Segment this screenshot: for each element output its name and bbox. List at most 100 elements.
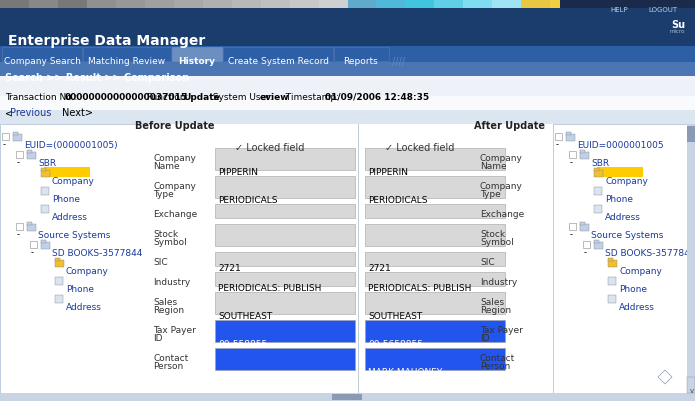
Text: EUID=0000001005: EUID=0000001005 — [577, 141, 664, 150]
Bar — [83, 47, 171, 61]
Bar — [566, 132, 571, 135]
Bar — [41, 168, 46, 171]
Bar — [215, 252, 355, 266]
Bar — [145, 0, 174, 8]
Bar — [116, 0, 146, 8]
Polygon shape — [658, 370, 672, 384]
Bar — [55, 277, 63, 285]
Text: Update: Update — [183, 93, 220, 102]
Text: Tax Payer: Tax Payer — [480, 326, 523, 335]
Bar — [687, 377, 695, 393]
Text: Type: Type — [480, 190, 501, 199]
Bar — [555, 133, 562, 140]
Text: Create System Record: Create System Record — [227, 57, 329, 66]
Text: Company: Company — [66, 267, 109, 276]
Text: Phone: Phone — [52, 195, 80, 204]
Bar — [550, 0, 580, 8]
Bar — [365, 252, 505, 266]
Text: SD BOOKS-3577844: SD BOOKS-3577844 — [52, 249, 142, 258]
Bar — [434, 0, 464, 8]
Bar — [215, 204, 355, 218]
Text: -: - — [556, 140, 559, 149]
Bar — [0, 110, 695, 124]
Text: Company Search: Company Search — [3, 57, 81, 66]
Bar — [0, 0, 30, 8]
Bar — [231, 0, 261, 8]
Bar — [0, 96, 695, 110]
Bar — [608, 277, 616, 285]
Text: -: - — [31, 248, 34, 257]
Bar — [16, 223, 23, 230]
Text: Exchange: Exchange — [480, 210, 524, 219]
Bar — [594, 242, 603, 249]
Bar — [0, 76, 695, 80]
Bar — [365, 224, 505, 246]
Bar — [580, 150, 585, 153]
Text: Enterprise Data Manager: Enterprise Data Manager — [8, 34, 205, 48]
Text: Company: Company — [480, 182, 523, 191]
Bar — [318, 0, 348, 8]
Text: Name: Name — [153, 162, 179, 171]
Text: Previous: Previous — [10, 108, 51, 118]
Text: Before Update: Before Update — [136, 121, 215, 131]
Bar — [365, 348, 505, 370]
Bar — [594, 240, 599, 243]
Text: LOGOUT: LOGOUT — [648, 7, 677, 13]
Bar — [215, 348, 355, 370]
Bar — [0, 393, 695, 401]
Bar — [0, 80, 695, 96]
Text: Address: Address — [605, 213, 641, 222]
Text: ID: ID — [480, 334, 489, 343]
Bar — [30, 241, 37, 248]
Text: Person: Person — [480, 362, 510, 371]
Bar — [569, 223, 576, 230]
Bar — [608, 260, 617, 267]
Bar — [377, 0, 407, 8]
Text: Next>: Next> — [62, 108, 93, 118]
Bar — [16, 151, 23, 158]
Bar — [27, 150, 32, 153]
Bar — [55, 295, 63, 303]
Text: Sales: Sales — [153, 298, 177, 307]
Bar — [608, 258, 613, 261]
Text: Company: Company — [619, 267, 662, 276]
Text: Timestamp:: Timestamp: — [279, 93, 341, 102]
Text: Tax Payer: Tax Payer — [153, 326, 196, 335]
Text: Phone: Phone — [605, 195, 633, 204]
Bar — [13, 132, 18, 135]
Text: -: - — [584, 248, 587, 257]
Bar — [365, 204, 505, 218]
Bar — [594, 170, 603, 177]
Bar — [44, 167, 90, 177]
Text: PERIODICALS: PUBLISH: PERIODICALS: PUBLISH — [218, 284, 321, 293]
Text: 2721: 2721 — [368, 264, 391, 273]
Text: Source Systems: Source Systems — [591, 231, 663, 240]
Bar — [365, 176, 505, 198]
Bar — [261, 0, 291, 8]
Text: Source Systems: Source Systems — [38, 231, 111, 240]
Text: ID: ID — [153, 334, 163, 343]
Text: v: v — [690, 388, 694, 394]
Bar — [215, 272, 355, 286]
Text: 00-5658855: 00-5658855 — [368, 340, 423, 349]
Text: Exchange: Exchange — [153, 210, 197, 219]
Text: Matching Review: Matching Review — [88, 57, 165, 66]
Bar — [13, 134, 22, 141]
Bar — [41, 187, 49, 195]
Bar — [41, 205, 49, 213]
Text: SBR: SBR — [38, 159, 56, 168]
Text: -: - — [17, 230, 20, 239]
Text: eview: eview — [259, 93, 289, 102]
Bar — [580, 152, 589, 159]
Text: Search >> Result >> Comparison: Search >> Result >> Comparison — [5, 73, 189, 83]
Bar — [27, 222, 32, 225]
Bar — [332, 394, 362, 400]
Text: Contact: Contact — [153, 354, 188, 363]
Text: SOUTHEAST: SOUTHEAST — [368, 312, 423, 321]
Bar — [215, 176, 355, 198]
Bar — [27, 224, 36, 231]
Text: -: - — [570, 158, 573, 167]
Bar — [27, 152, 36, 159]
Bar — [365, 292, 505, 314]
Text: Symbol: Symbol — [153, 238, 187, 247]
